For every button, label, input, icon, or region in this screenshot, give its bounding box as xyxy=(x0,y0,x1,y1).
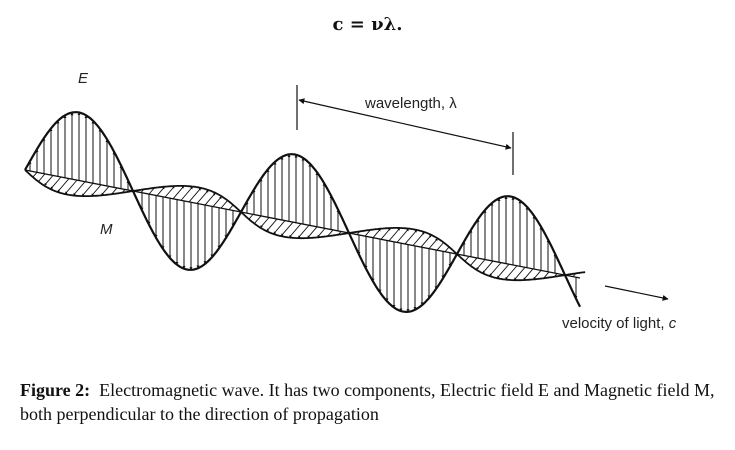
magnetic-field-vector xyxy=(464,256,470,262)
magnetic-field-curve xyxy=(24,169,586,282)
caption-text: Electromagnetic wave. It has two compone… xyxy=(20,380,715,424)
magnetic-field-vector xyxy=(280,221,294,237)
magnetic-field-vector xyxy=(172,185,185,200)
magnetic-field-vector xyxy=(482,260,494,274)
magnetic-field-vector xyxy=(72,181,86,196)
magnetic-field-vector xyxy=(57,178,70,193)
magnetic-field-vector xyxy=(396,228,410,243)
magnetic-field-vector xyxy=(64,179,78,195)
figure-caption: Figure 2: Electromagnetic wave. It has t… xyxy=(20,378,720,426)
magnetic-field-vector xyxy=(489,262,502,277)
magnetic-field-vector xyxy=(297,224,310,239)
magnetic-field-vector xyxy=(32,172,38,178)
velocity-label: velocity of light, c xyxy=(562,315,677,332)
magnetic-field-vector xyxy=(513,267,526,281)
magnetic-field-vector xyxy=(188,187,202,203)
magnetic-field-vector xyxy=(496,263,510,279)
magnetic-field-vector xyxy=(372,228,382,239)
em-wave-diagram: E M wavelength, λ velocity of light, c xyxy=(24,70,677,332)
magnetic-field-vector xyxy=(148,187,155,195)
magnetic-field-vector xyxy=(100,186,110,196)
magnetic-field-vector xyxy=(273,220,286,235)
magnetic-field-vector xyxy=(91,184,102,197)
magnetic-field-vector xyxy=(504,265,518,280)
magnetic-field-vector xyxy=(38,173,46,182)
magnetic-field-vector xyxy=(288,223,302,238)
magnetic-field-vector xyxy=(428,238,439,249)
electric-field-label: E xyxy=(78,70,89,87)
magnetic-field-vector xyxy=(156,186,166,196)
magnetic-field-vector xyxy=(220,200,228,209)
electric-field-curve xyxy=(24,111,581,313)
magnetic-field-vector xyxy=(470,257,478,266)
magnetic-field-vector xyxy=(50,176,62,190)
magnetic-field-vector xyxy=(380,227,391,240)
magnetic-field-vector xyxy=(523,268,534,281)
magnetic-field-vector xyxy=(307,226,318,239)
magnetic-field-vector xyxy=(412,231,425,246)
magnetic-field-vector xyxy=(444,246,450,253)
magnetic-field-vector xyxy=(248,214,254,220)
magnetic-field-vector xyxy=(164,185,175,198)
magnetic-field-vector xyxy=(204,192,216,206)
magnetic-field-vector xyxy=(388,227,401,242)
electric-field-wave xyxy=(24,111,581,313)
velocity-arrow xyxy=(604,285,669,301)
magnetic-field-vector xyxy=(196,189,209,204)
formula: c = νλ. xyxy=(332,14,403,35)
magnetic-field-vector xyxy=(543,271,550,279)
magnetic-field-vector xyxy=(180,186,194,201)
magnetic-field-wave xyxy=(24,169,586,282)
wavelength-arrow xyxy=(298,98,512,150)
magnetic-field-vector xyxy=(436,242,444,251)
magnetic-field-vector xyxy=(228,204,234,210)
magnetic-field-vector xyxy=(254,215,262,224)
propagation-axis xyxy=(24,169,581,279)
magnetic-field-vector xyxy=(266,218,278,232)
magnetic-field-vector xyxy=(420,234,432,248)
magnetic-field-vector xyxy=(111,187,118,195)
magnetic-field-vector xyxy=(81,182,94,197)
magnetic-field-label: M xyxy=(100,221,113,238)
wavelength-label: wavelength, λ xyxy=(364,95,457,112)
magnetic-field-vector xyxy=(404,229,418,245)
magnetic-field-vector xyxy=(43,175,54,186)
magnetic-field-vector xyxy=(212,196,223,207)
caption-label: Figure 2: xyxy=(20,380,91,400)
magnetic-field-vector xyxy=(316,228,326,238)
magnetic-field-vector xyxy=(259,217,270,228)
magnetic-field-vector xyxy=(475,259,486,270)
magnetic-field-vector xyxy=(532,270,542,280)
